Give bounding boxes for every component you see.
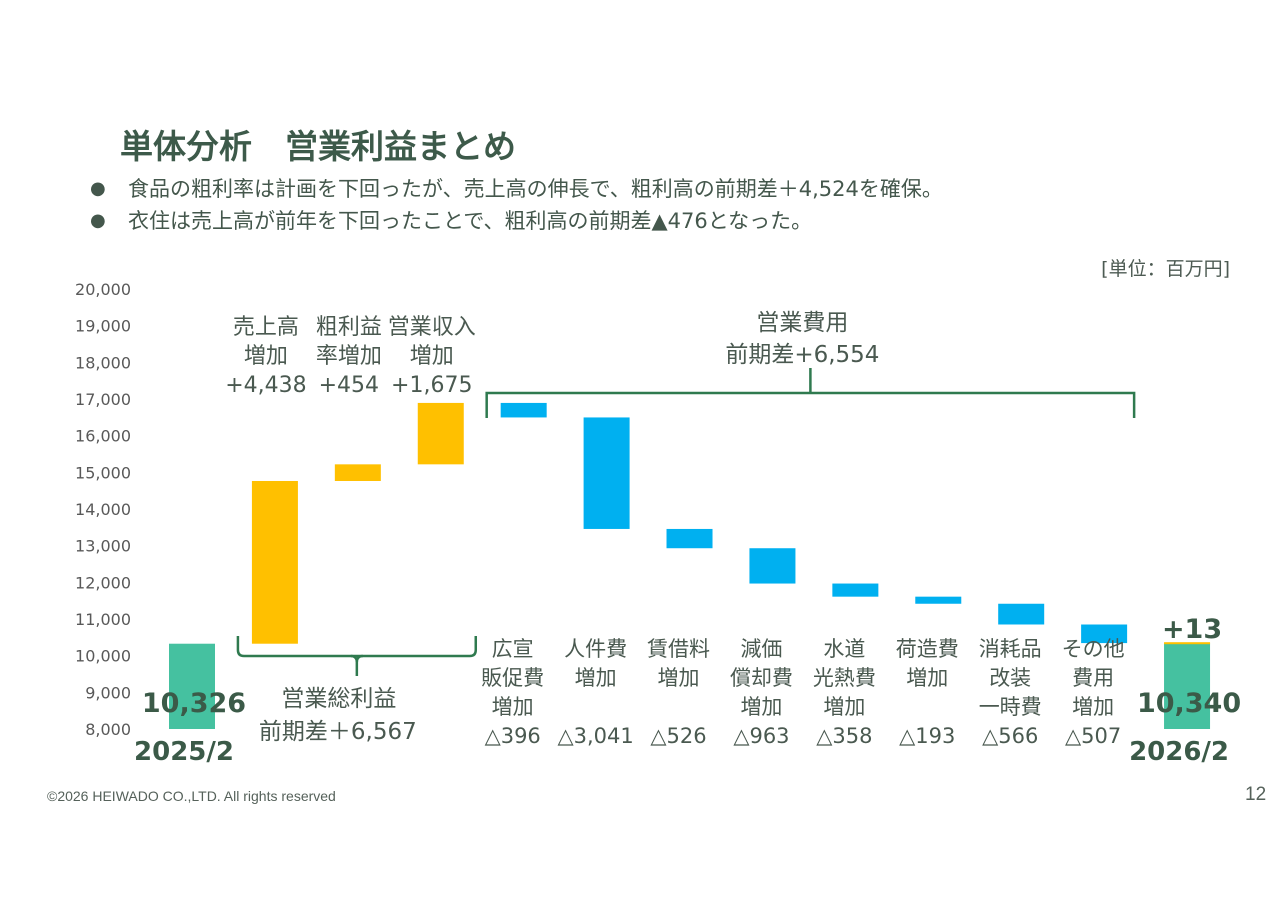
- bar-decrease: [749, 548, 796, 584]
- category-label: 率増加: [316, 344, 382, 369]
- category-label: 光熱費: [813, 666, 876, 690]
- value-label: △963: [733, 724, 789, 748]
- bracket-label: 前期差＋6,567: [259, 719, 417, 745]
- bracket-label: 営業総利益: [281, 686, 396, 712]
- page-title: 単体分析 営業利益まとめ: [120, 127, 516, 166]
- y-tick-label: 19,000: [75, 317, 131, 336]
- bar-increase: [417, 402, 464, 465]
- bullet-text: 衣住は売上高が前年を下回ったことで、粗利高の前期差▲476となった。: [128, 209, 813, 233]
- category-label: 増加: [410, 344, 454, 369]
- bar-decrease: [832, 583, 879, 597]
- bullet-item: ● 食品の粗利率は計画を下回ったが、売上高の伸長で、粗利高の前期差＋4,524を…: [90, 172, 943, 204]
- bracket-label: 前期差+6,554: [725, 342, 879, 368]
- bar-increase: [334, 464, 381, 481]
- category-label: 償却費: [730, 666, 793, 690]
- bar-decrease: [500, 402, 547, 418]
- value-label: +1,675: [391, 373, 472, 398]
- category-label: 一時費: [979, 695, 1042, 719]
- y-tick-label: 16,000: [75, 427, 131, 446]
- category-label: 増加: [906, 666, 948, 690]
- page-number: 12: [1245, 784, 1267, 805]
- category-label: 販促費: [481, 666, 544, 690]
- gross-profit-bracket-tick: [350, 654, 359, 676]
- category-label: 改装: [989, 666, 1031, 690]
- bar-decrease: [1081, 624, 1128, 644]
- category-label: 広宣: [492, 637, 534, 661]
- bar-total: [1164, 643, 1211, 729]
- bullet-icon: ●: [90, 209, 106, 231]
- category-label: 人件費: [564, 637, 627, 661]
- y-tick-label: 8,000: [85, 720, 131, 739]
- category-label: 増加: [658, 666, 700, 690]
- category-label: 増加: [823, 695, 865, 719]
- category-label: その他: [1062, 637, 1125, 661]
- bar-decrease: [915, 596, 962, 604]
- y-tick-label: 15,000: [75, 463, 131, 482]
- period-label: 2026/2: [1129, 737, 1229, 767]
- category-label: 増加: [575, 666, 617, 690]
- unit-label: [単位：百万円]: [1101, 258, 1230, 280]
- value-label: △358: [816, 724, 872, 748]
- value-label: △193: [899, 724, 955, 748]
- bar-total: [169, 643, 215, 729]
- y-tick-label: 18,000: [75, 353, 131, 372]
- category-label: 増加: [492, 695, 534, 719]
- y-tick-label: 17,000: [75, 390, 131, 409]
- bullet-item: ● 衣住は売上高が前年を下回ったことで、粗利高の前期差▲476となった。: [90, 204, 943, 236]
- bar-decrease: [666, 528, 713, 549]
- bullet-icon: ●: [90, 177, 106, 199]
- bracket-label: 営業費用: [756, 310, 848, 336]
- period-label: 2025/2: [134, 737, 234, 767]
- value-label: △3,041: [557, 724, 633, 748]
- category-label: 営業収入: [388, 315, 476, 340]
- y-tick-label: 11,000: [75, 610, 131, 629]
- operating-expense-bracket: [485, 391, 1136, 418]
- category-label: 粗利益: [316, 315, 382, 340]
- value-label: △526: [650, 724, 706, 748]
- category-label: 消耗品: [979, 637, 1042, 661]
- y-tick-label: 14,000: [75, 500, 131, 519]
- bar-decrease: [583, 417, 630, 529]
- category-label: 増加: [244, 344, 288, 369]
- gross-profit-bracket-tick: [355, 654, 363, 663]
- value-label: △566: [982, 724, 1038, 748]
- category-label: 増加: [740, 695, 782, 719]
- total-value-label: 10,326: [142, 688, 246, 719]
- bar-decrease: [998, 603, 1045, 625]
- delta-label: +13: [1162, 614, 1222, 645]
- category-label: 減価: [740, 637, 782, 661]
- category-label: 水道: [823, 637, 865, 661]
- bullet-text: 食品の粗利率は計画を下回ったが、売上高の伸長で、粗利高の前期差＋4,524を確保…: [128, 177, 943, 201]
- category-label: 荷造費: [896, 637, 959, 661]
- y-tick-label: 13,000: [75, 537, 131, 556]
- bar-increase: [251, 480, 298, 644]
- category-label: 費用: [1072, 666, 1114, 690]
- bullet-list: ● 食品の粗利率は計画を下回ったが、売上高の伸長で、粗利高の前期差＋4,524を…: [90, 172, 943, 236]
- category-label: 売上高: [233, 315, 299, 340]
- delta-marker: [1164, 642, 1211, 645]
- y-tick-label: 12,000: [75, 573, 131, 592]
- category-label: 賃借料: [647, 637, 710, 661]
- value-label: △396: [485, 724, 541, 748]
- y-tick-label: 9,000: [85, 683, 131, 702]
- value-label: +454: [319, 373, 379, 398]
- footer-copyright: ©2026 HEIWADO CO.,LTD. All rights reserv…: [47, 788, 336, 804]
- y-tick-label: 10,000: [75, 647, 131, 666]
- value-label: +4,438: [225, 373, 306, 398]
- gross-profit-bracket: [236, 636, 478, 658]
- y-tick-label: 20,000: [75, 280, 131, 299]
- category-label: 増加: [1072, 695, 1114, 719]
- value-label: △507: [1065, 724, 1121, 748]
- total-value-label: 10,340: [1137, 688, 1241, 719]
